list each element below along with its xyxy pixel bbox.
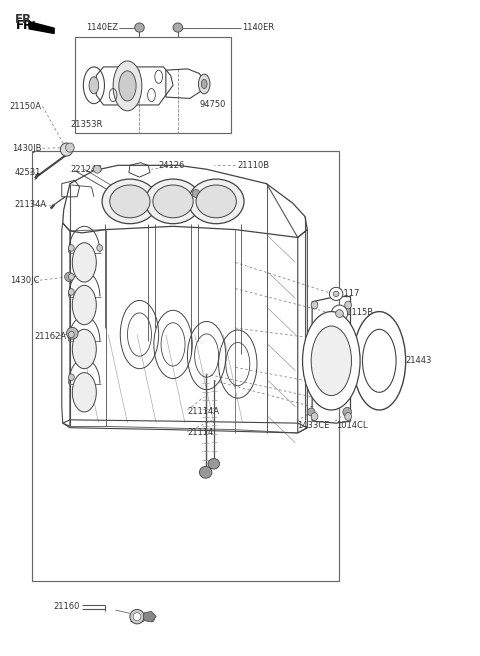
Ellipse shape (69, 245, 74, 251)
Ellipse shape (69, 289, 74, 295)
Ellipse shape (67, 327, 78, 339)
Text: 21115B: 21115B (341, 308, 373, 318)
Ellipse shape (94, 165, 101, 173)
Ellipse shape (97, 245, 103, 251)
Text: 1430JC: 1430JC (10, 276, 39, 285)
Ellipse shape (329, 287, 343, 300)
Ellipse shape (353, 312, 406, 410)
Text: 1140ER: 1140ER (242, 23, 275, 32)
Text: 21110B: 21110B (238, 161, 270, 170)
Ellipse shape (135, 23, 144, 32)
FancyBboxPatch shape (32, 151, 338, 581)
Ellipse shape (188, 179, 244, 224)
Text: 22124B: 22124B (70, 165, 102, 174)
Ellipse shape (66, 143, 74, 152)
Ellipse shape (102, 179, 158, 224)
Ellipse shape (72, 285, 96, 325)
Ellipse shape (331, 305, 348, 322)
Ellipse shape (89, 77, 99, 94)
Text: 21114A: 21114A (187, 407, 219, 416)
Text: 1430JB: 1430JB (12, 144, 41, 153)
Ellipse shape (173, 23, 182, 32)
Ellipse shape (84, 67, 105, 104)
Text: 1014CL: 1014CL (336, 420, 368, 430)
Text: 21440: 21440 (362, 327, 389, 336)
Ellipse shape (69, 374, 74, 380)
Ellipse shape (69, 274, 74, 280)
Text: FR.: FR. (15, 13, 37, 26)
Text: 21114: 21114 (187, 428, 214, 438)
Ellipse shape (198, 74, 210, 94)
Text: 21134A: 21134A (15, 200, 47, 209)
Ellipse shape (343, 407, 351, 417)
Ellipse shape (60, 143, 73, 156)
Ellipse shape (65, 272, 73, 281)
Polygon shape (29, 22, 54, 33)
Ellipse shape (69, 331, 74, 338)
Ellipse shape (153, 185, 193, 218)
Ellipse shape (72, 243, 96, 282)
Ellipse shape (208, 459, 219, 469)
Ellipse shape (201, 79, 207, 89)
Text: 42531: 42531 (15, 168, 41, 177)
Ellipse shape (133, 613, 141, 621)
Polygon shape (144, 611, 156, 622)
Text: FR.: FR. (16, 19, 38, 32)
Text: 21150A: 21150A (9, 102, 41, 111)
Ellipse shape (362, 329, 396, 392)
Text: 94750: 94750 (199, 100, 226, 110)
Ellipse shape (311, 413, 318, 420)
Ellipse shape (72, 373, 96, 412)
Ellipse shape (199, 466, 212, 478)
Ellipse shape (311, 326, 351, 396)
Text: 21353R: 21353R (70, 120, 102, 129)
Text: 21443: 21443 (406, 356, 432, 365)
Ellipse shape (308, 377, 316, 386)
Text: 21140: 21140 (130, 615, 156, 625)
Text: 1433CE: 1433CE (297, 420, 329, 430)
Ellipse shape (113, 61, 142, 111)
Ellipse shape (192, 190, 200, 197)
Text: 21162A: 21162A (34, 332, 66, 341)
Text: 24126: 24126 (159, 161, 185, 170)
Ellipse shape (196, 185, 236, 218)
Ellipse shape (333, 291, 339, 297)
Ellipse shape (345, 413, 351, 420)
Text: 1430JC: 1430JC (307, 384, 337, 393)
FancyBboxPatch shape (75, 37, 230, 133)
Ellipse shape (145, 179, 201, 224)
Ellipse shape (336, 310, 343, 318)
Ellipse shape (130, 609, 144, 624)
Ellipse shape (119, 71, 136, 101)
Text: 21160: 21160 (53, 602, 80, 611)
Text: 1571TC: 1571TC (202, 192, 233, 201)
Ellipse shape (302, 312, 360, 410)
Ellipse shape (72, 329, 96, 369)
Ellipse shape (307, 408, 315, 416)
Ellipse shape (345, 301, 351, 309)
Ellipse shape (311, 301, 318, 309)
Text: 1140EZ: 1140EZ (86, 23, 118, 32)
Ellipse shape (110, 185, 150, 218)
Text: 21117: 21117 (334, 289, 360, 298)
